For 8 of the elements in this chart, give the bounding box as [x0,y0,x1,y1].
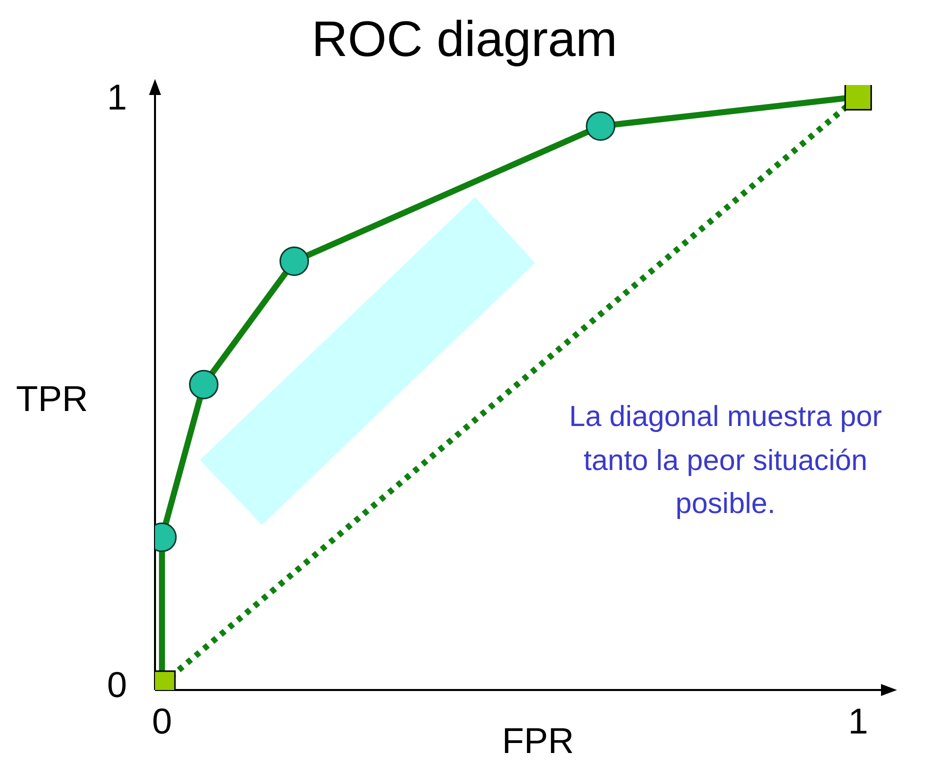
point [586,111,616,141]
chart-title: ROC diagram [310,10,618,68]
point [279,246,309,276]
point [188,370,218,400]
x-axis-title: FPR [501,720,575,762]
point [844,85,872,110]
y-axis-title: TPR [16,378,88,420]
annotation: La diagonal muestra por tanto la peor situación posible. [568,400,883,522]
